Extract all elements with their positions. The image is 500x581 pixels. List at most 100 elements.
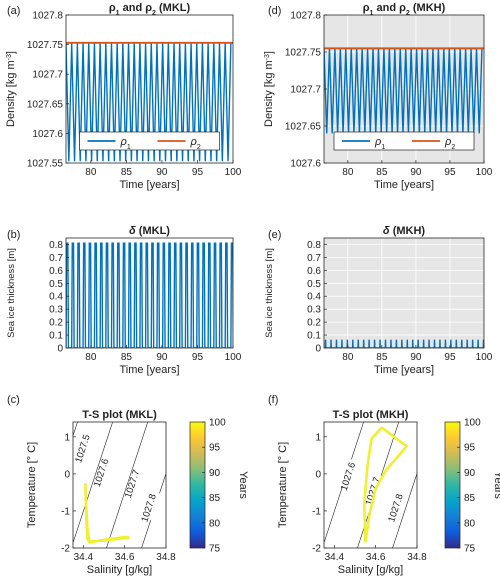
x-axis-label: Salinity [g/kg] xyxy=(338,564,403,576)
x-tick-label: 34.8 xyxy=(407,552,427,563)
ts-trajectory xyxy=(84,483,131,544)
x-tick-label: 90 xyxy=(410,167,422,178)
colorbar xyxy=(189,421,206,549)
colorbar-tick-label: 75 xyxy=(464,544,476,555)
colorbar-tick-label: 100 xyxy=(209,418,226,429)
x-tick-label: 100 xyxy=(225,352,242,363)
axes-box xyxy=(72,421,167,549)
panel-f: (f)T-S plot (MKH)Temperature [° C] 1027.6… xyxy=(268,394,500,576)
y-tick-label: 0.4 xyxy=(307,292,321,303)
panel-label: (e) xyxy=(268,229,281,241)
y-tick-label: 1027.75 xyxy=(285,48,322,59)
x-tick-label: 85 xyxy=(121,352,133,363)
x-axis-label: Time [years] xyxy=(374,364,434,376)
y-tick-label: -1 xyxy=(61,506,70,517)
legend xyxy=(79,131,220,151)
x-tick-label: 100 xyxy=(225,167,242,178)
legend-label-ρ1: ρ1 xyxy=(120,136,131,151)
y-tick-label: 0.8 xyxy=(49,240,63,251)
colorbar-tick-label: 100 xyxy=(464,418,481,429)
y-tick-label: -2 xyxy=(312,544,321,555)
y-tick-label: 0.3 xyxy=(49,305,63,316)
panel-c: (c)T-S plot (MKL)Temperature [° C] 1027.5… xyxy=(7,394,249,576)
x-tick-label: 80 xyxy=(85,167,97,178)
isopycnal-line xyxy=(392,472,417,548)
y-tick-label: 0.1 xyxy=(307,331,321,342)
axes-box xyxy=(65,14,234,164)
colorbar-label: Years xyxy=(492,471,500,499)
y-tick-label: 0.2 xyxy=(307,318,321,329)
x-tick-label: 80 xyxy=(342,167,354,178)
x-tick-label: 95 xyxy=(444,352,456,363)
x-tick-label: 80 xyxy=(342,352,354,363)
y-tick-label: 0.8 xyxy=(307,240,321,251)
isopycnal-label-bg xyxy=(340,458,360,489)
y-tick-label: 1027.7 xyxy=(290,85,321,96)
x-tick-label: 100 xyxy=(476,352,493,363)
colorbar-tick-label: 90 xyxy=(464,468,476,479)
y-axis-label: Density [kg m-3] xyxy=(5,51,17,127)
chart-title: δ (MKL) xyxy=(129,225,170,237)
x-tick-label: 90 xyxy=(156,352,168,363)
legend-label-ρ2: ρ2 xyxy=(444,136,455,151)
plot-background xyxy=(324,238,484,348)
isopycnal-label-bg xyxy=(141,490,161,521)
panel-label: (b) xyxy=(7,229,20,241)
colorbar-tick-label: 95 xyxy=(209,443,221,454)
panel-label: (c) xyxy=(7,394,20,406)
x-tick-label: 95 xyxy=(444,167,456,178)
panel-label: (f) xyxy=(268,394,278,406)
y-tick-label: 0.3 xyxy=(307,305,321,316)
y-tick-label: 0.7 xyxy=(307,253,321,264)
x-tick-label: 90 xyxy=(410,352,422,363)
y-axis-label: Density [kg m-3] xyxy=(263,51,275,127)
x-tick-label: 34.6 xyxy=(115,552,135,563)
y-tick-label: -1 xyxy=(312,506,321,517)
y-axis-label: Sea ice thickness [m] xyxy=(264,248,275,338)
y-tick-label: 0.7 xyxy=(49,253,63,264)
y-tick-label: 1027.6 xyxy=(32,129,63,140)
y-tick-label: 0.4 xyxy=(49,292,63,303)
axes-box xyxy=(323,237,485,349)
panel-d: (d) ρ1 and ρ2 (MKH) Density [kg m-3] 80 85 90… xyxy=(263,2,493,191)
data-layer xyxy=(66,41,233,162)
panel-b: (b) δ (MKL) Sea ice thickness [m] 80 85 90 95 1… xyxy=(6,225,242,376)
x-tick-label: 34.6 xyxy=(366,552,386,563)
x-tick-label: 34.8 xyxy=(156,552,176,563)
y-axis-label: Sea ice thickness [m] xyxy=(6,248,17,338)
colorbar-tick-label: 80 xyxy=(464,518,476,529)
x-tick-label: 85 xyxy=(121,167,133,178)
y-tick-label: 1 xyxy=(315,432,321,443)
y-tick-label: 0.6 xyxy=(307,266,321,277)
y-tick-label: 0.2 xyxy=(49,318,63,329)
chart-title: T-S plot (MKH) xyxy=(333,409,409,421)
legend-label-ρ1: ρ1 xyxy=(374,136,385,151)
isopycnal-label-bg xyxy=(93,455,114,486)
y-axis-label: Temperature [° C] xyxy=(277,442,289,528)
x-axis-label: Time [years] xyxy=(374,179,434,191)
y-tick-label: 0 xyxy=(57,344,63,355)
x-tick-label: 95 xyxy=(192,352,204,363)
colorbar-label: Years xyxy=(237,471,249,499)
axes-box xyxy=(65,237,234,349)
x-tick-label: 100 xyxy=(476,167,493,178)
y-tick-label: 1027.7 xyxy=(32,70,63,81)
isopycnal-label-bg xyxy=(388,490,408,521)
x-axis-label: Time [years] xyxy=(119,364,179,376)
y-tick-label: 1027.65 xyxy=(27,99,64,110)
x-tick-label: 85 xyxy=(376,352,388,363)
chart-title: T-S plot (MKL) xyxy=(82,409,157,421)
y-axis-label: Temperature [° C] xyxy=(26,442,38,528)
isopycnal-label-bg xyxy=(75,430,95,461)
y-tick-label: 1 xyxy=(64,432,70,443)
y-tick-label: 0 xyxy=(315,344,321,355)
isopycnal-line xyxy=(73,422,113,544)
y-tick-label: 0.6 xyxy=(49,266,63,277)
legend xyxy=(333,131,475,151)
colorbar-tick-label: 75 xyxy=(209,544,221,555)
y-tick-label: 0.5 xyxy=(49,279,63,290)
panel-label: (a) xyxy=(7,5,20,17)
y-tick-label: -2 xyxy=(61,544,70,555)
x-tick-label: 80 xyxy=(85,352,97,363)
